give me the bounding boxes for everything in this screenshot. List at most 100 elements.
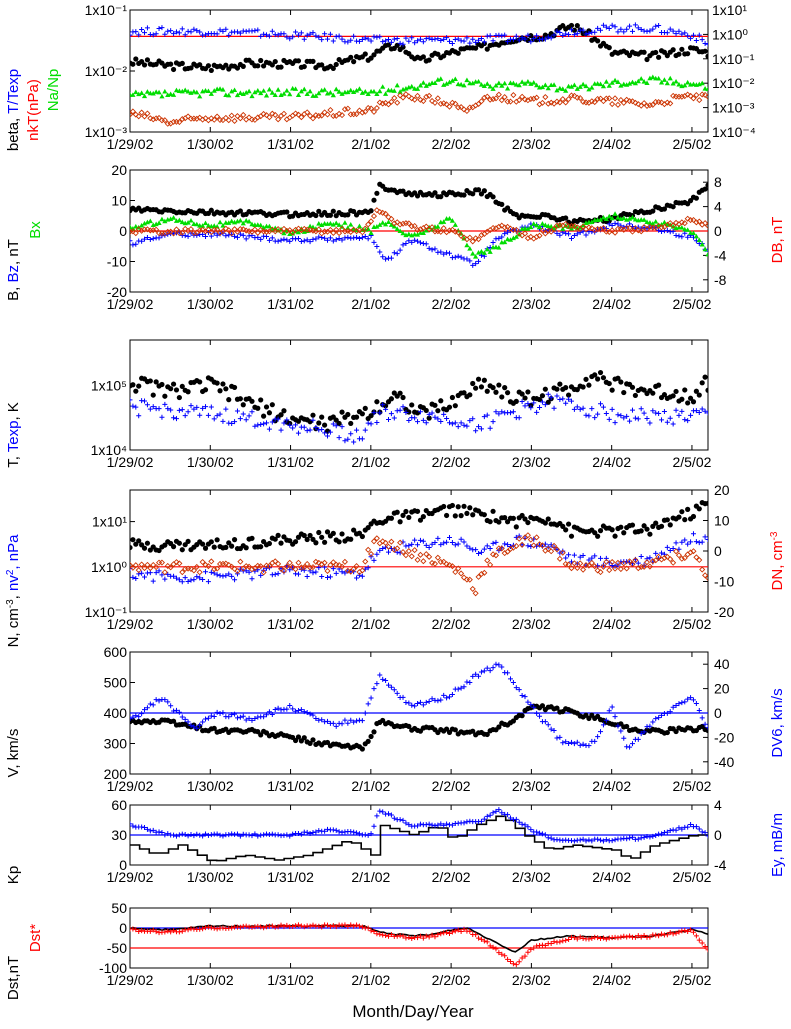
data-point — [635, 560, 641, 566]
data-point — [388, 538, 395, 545]
data-point — [670, 421, 676, 427]
x-tick-label: 2/4/02 — [592, 454, 631, 470]
data-point — [574, 404, 580, 410]
data-point — [563, 527, 569, 533]
data-point — [278, 412, 284, 418]
data-point — [600, 722, 606, 728]
data-point — [327, 106, 334, 114]
data-point — [458, 570, 465, 577]
data-point — [130, 403, 136, 409]
data-point — [182, 716, 188, 722]
data-point — [341, 106, 348, 113]
data-point — [338, 112, 346, 119]
data-point — [539, 227, 546, 234]
data-point — [272, 571, 278, 577]
data-point — [452, 403, 458, 409]
data-point — [449, 421, 455, 427]
data-point — [563, 739, 569, 745]
data-point — [551, 544, 557, 550]
data-point — [144, 540, 151, 546]
data-point — [615, 935, 621, 941]
data-point — [554, 393, 560, 399]
data-point — [237, 30, 243, 36]
data-point — [391, 250, 397, 256]
data-point — [475, 376, 482, 382]
data-point — [272, 58, 278, 65]
data-point — [409, 83, 415, 89]
data-point — [539, 542, 546, 549]
data-point — [266, 562, 273, 569]
data-point — [603, 79, 609, 84]
data-point — [563, 88, 569, 93]
data-point — [336, 110, 343, 117]
data-point — [656, 382, 662, 388]
data-point — [229, 925, 235, 931]
data-point — [513, 226, 520, 233]
data-point — [133, 223, 139, 229]
data-point — [374, 551, 380, 557]
data-point — [310, 236, 316, 242]
data-point — [643, 559, 651, 566]
data-point — [487, 33, 493, 39]
data-point — [531, 400, 537, 406]
data-point — [171, 928, 177, 934]
data-point — [377, 34, 383, 40]
data-point — [214, 572, 220, 578]
data-point — [312, 558, 319, 565]
data-point — [481, 569, 488, 576]
data-point — [499, 951, 505, 957]
data-point — [205, 579, 211, 585]
data-point — [670, 704, 676, 710]
data-point — [217, 411, 223, 417]
data-point — [153, 115, 160, 122]
data-point — [240, 91, 246, 97]
data-point — [641, 834, 647, 840]
data-point — [182, 225, 189, 232]
data-point — [635, 836, 641, 842]
data-point — [702, 408, 708, 414]
data-point — [217, 388, 223, 394]
data-point — [481, 188, 487, 194]
data-point — [319, 573, 325, 579]
data-point — [298, 30, 304, 36]
data-point — [316, 221, 322, 226]
data-point — [219, 228, 226, 235]
data-point — [682, 387, 688, 393]
data-point — [351, 439, 357, 445]
data-point — [278, 92, 284, 97]
data-point — [621, 415, 627, 421]
data-point — [400, 44, 406, 50]
data-point — [589, 935, 595, 941]
y2-tick-label: 20 — [714, 482, 730, 498]
data-point — [478, 549, 484, 555]
data-point — [464, 35, 470, 41]
data-point — [510, 80, 516, 86]
data-point — [591, 99, 598, 106]
data-point — [696, 410, 702, 416]
data-point — [287, 703, 293, 709]
data-point — [359, 567, 366, 574]
x-tick-label: 2/1/02 — [351, 454, 390, 470]
data-point — [499, 234, 505, 240]
data-point — [684, 215, 691, 222]
data-point — [386, 933, 392, 939]
data-point — [150, 116, 157, 123]
data-point — [220, 381, 226, 387]
data-point — [452, 100, 459, 107]
data-point — [214, 31, 220, 37]
data-point — [635, 416, 641, 422]
data-point — [507, 237, 514, 242]
data-point — [211, 725, 217, 731]
data-point — [226, 32, 232, 38]
data-point — [626, 224, 633, 231]
data-point — [484, 81, 490, 86]
data-point — [641, 932, 647, 938]
data-point — [412, 40, 418, 46]
data-point — [304, 237, 310, 243]
data-point — [371, 88, 377, 94]
data-point — [292, 566, 299, 573]
data-point — [525, 389, 531, 395]
data-point — [203, 831, 209, 837]
data-point — [426, 821, 432, 827]
x-tick-label: 1/31/02 — [267, 454, 314, 470]
